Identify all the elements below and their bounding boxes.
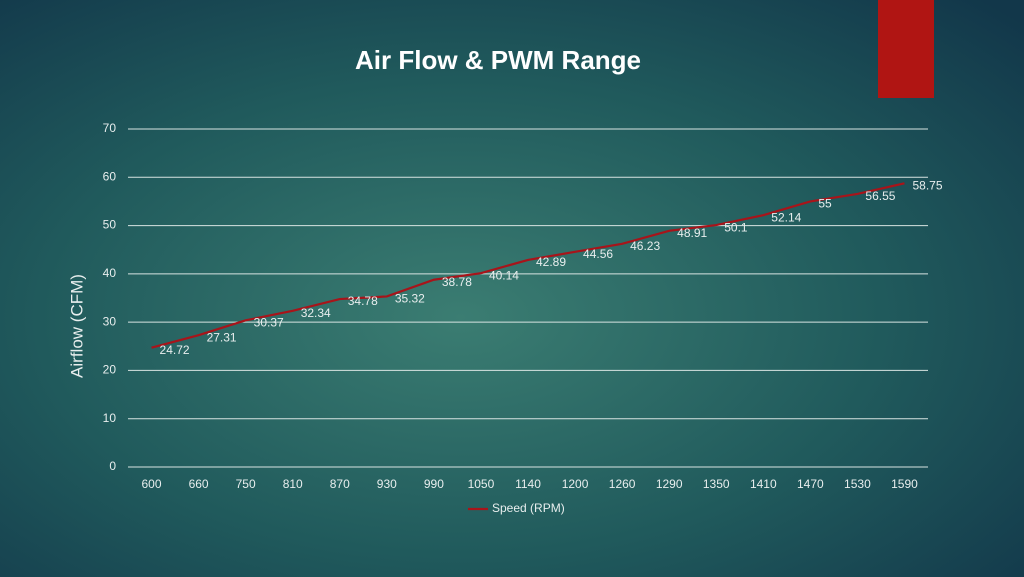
x-tick-label: 1200	[562, 477, 589, 491]
y-tick-label: 20	[103, 363, 117, 377]
chart-title: Air Flow & PWM Range	[355, 45, 641, 75]
x-tick-label: 1350	[703, 477, 730, 491]
y-tick-label: 0	[109, 459, 116, 473]
data-label: 52.14	[771, 210, 801, 224]
x-tick-label: 750	[236, 477, 256, 491]
y-tick-label: 30	[103, 314, 117, 328]
data-label: 35.32	[395, 292, 425, 306]
x-tick-label: 1140	[515, 477, 541, 491]
legend-label: Speed (RPM)	[492, 501, 565, 515]
x-tick-label: 1290	[656, 477, 683, 491]
x-tick-label: 600	[142, 477, 162, 491]
y-tick-label: 40	[103, 266, 117, 280]
data-label: 34.78	[348, 294, 378, 308]
x-tick-label: 810	[283, 477, 303, 491]
data-label: 55	[818, 197, 832, 211]
y-tick-label: 50	[103, 218, 117, 232]
data-label: 44.56	[583, 247, 613, 261]
data-label: 40.14	[489, 268, 519, 282]
data-label: 32.34	[301, 306, 331, 320]
data-label: 27.31	[207, 330, 237, 344]
x-tick-label: 1410	[750, 477, 777, 491]
x-tick-label: 1470	[797, 477, 824, 491]
x-tick-label: 660	[189, 477, 209, 491]
data-label: 58.75	[912, 178, 942, 192]
x-tick-label: 930	[377, 477, 397, 491]
data-label: 42.89	[536, 255, 566, 269]
x-tick-label: 1260	[609, 477, 636, 491]
y-tick-label: 70	[103, 121, 117, 135]
data-label: 56.55	[865, 189, 895, 203]
accent-block	[878, 0, 934, 98]
data-label: 38.78	[442, 275, 472, 289]
data-label: 24.72	[160, 343, 190, 357]
data-label: 50.1	[724, 220, 748, 234]
y-axis-label: Airflow (CFM)	[67, 274, 86, 378]
x-tick-label: 1590	[891, 477, 918, 491]
x-tick-label: 990	[424, 477, 444, 491]
data-label: 30.37	[254, 316, 284, 330]
y-tick-label: 60	[103, 169, 117, 183]
data-label: 48.91	[677, 226, 707, 240]
x-tick-label: 1050	[468, 477, 495, 491]
data-label: 46.23	[630, 239, 660, 253]
y-tick-label: 10	[103, 411, 117, 425]
x-tick-label: 1530	[844, 477, 871, 491]
data-line	[151, 182, 905, 349]
x-tick-label: 870	[330, 477, 350, 491]
